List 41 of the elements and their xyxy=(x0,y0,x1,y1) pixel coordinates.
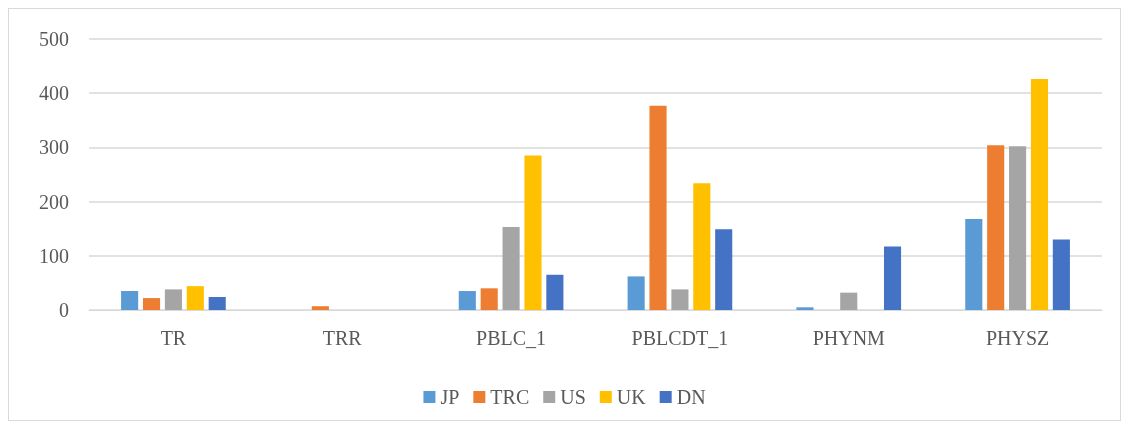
y-tick-label: 500 xyxy=(39,28,69,50)
legend-label: US xyxy=(560,386,586,408)
y-tick-label: 400 xyxy=(39,82,69,105)
bar xyxy=(164,289,182,310)
y-tick-label: 200 xyxy=(39,190,69,213)
bar xyxy=(311,306,329,310)
bar xyxy=(987,145,1005,310)
bar xyxy=(649,105,667,310)
bar xyxy=(208,296,226,310)
bar xyxy=(546,274,564,310)
bar xyxy=(671,289,689,310)
legend-label: DN xyxy=(676,386,706,408)
bar xyxy=(1030,79,1049,310)
bar xyxy=(965,218,983,310)
x-tick-label: PHYNM xyxy=(812,327,886,349)
bar xyxy=(1009,146,1027,310)
bar xyxy=(883,246,902,310)
bar xyxy=(796,307,814,310)
bar xyxy=(121,291,139,310)
x-tick-label: PBLCDT_1 xyxy=(631,327,729,349)
bar xyxy=(458,291,476,310)
bar xyxy=(524,155,542,310)
bar xyxy=(502,227,520,310)
bar xyxy=(693,183,711,310)
bar xyxy=(142,298,161,310)
bar xyxy=(186,286,204,310)
bar xyxy=(627,276,645,310)
legend-label: UK xyxy=(616,386,647,408)
y-tick-label: 300 xyxy=(39,136,69,159)
bar xyxy=(840,292,858,310)
legend-label: TRC xyxy=(490,386,530,408)
x-tick-label: TRR xyxy=(322,327,363,349)
x-tick-label: PBLC_1 xyxy=(476,327,547,349)
bar xyxy=(715,229,733,310)
bar xyxy=(1052,239,1070,310)
x-tick-label: PHYSZ xyxy=(985,327,1050,349)
legend-label: JP xyxy=(440,386,460,408)
x-tick-label: TR xyxy=(160,327,187,349)
y-tick-label: 0 xyxy=(59,299,69,321)
y-tick-label: 100 xyxy=(39,244,69,267)
bar xyxy=(480,288,498,310)
